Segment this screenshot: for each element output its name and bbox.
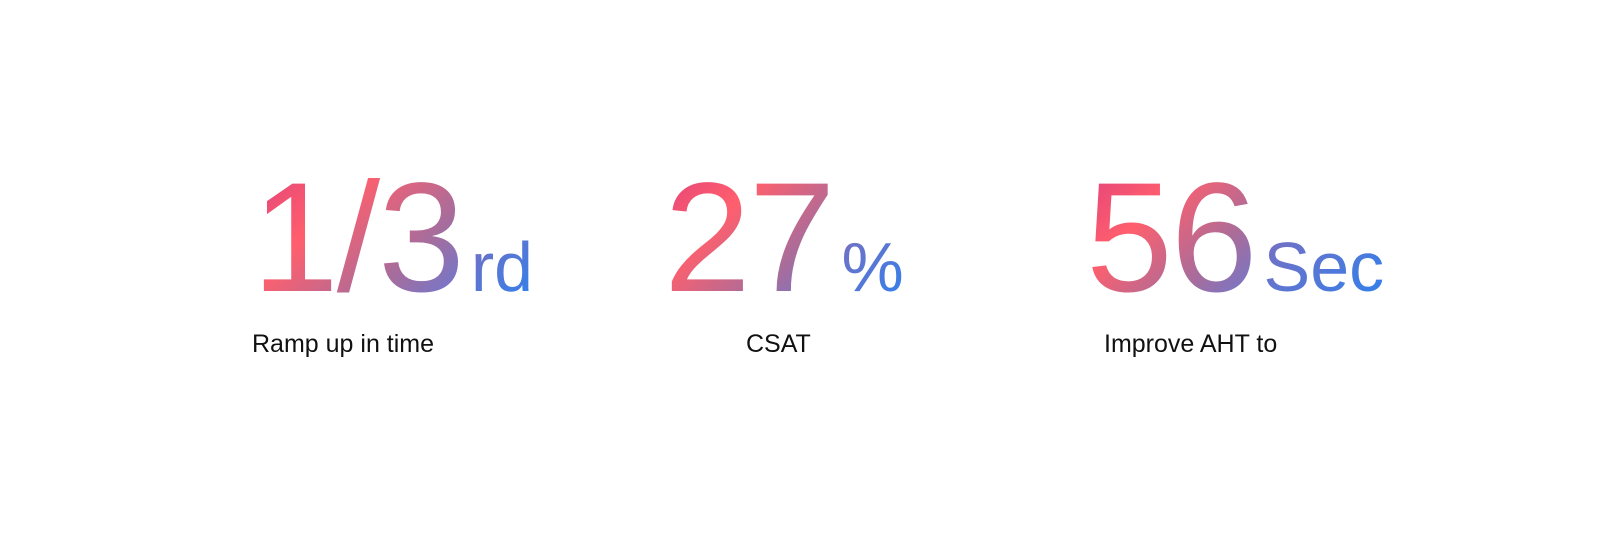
stat-suffix: % (841, 228, 904, 306)
stat-aht: 56 Sec Improve AHT to (1086, 160, 1384, 359)
stat-label: Ramp up in time (252, 330, 435, 358)
stat-label: CSAT (746, 330, 811, 358)
stat-suffix: Sec (1263, 228, 1385, 306)
stat-value: 1/3 (252, 151, 465, 325)
stat-suffix: rd (470, 228, 534, 306)
stat-csat: 27 % CSAT (664, 160, 904, 359)
stat-figure: 1/3 rd (252, 160, 533, 316)
stat-value: 27 (664, 151, 836, 325)
stat-figure: 27 % (664, 160, 904, 316)
stat-ramp-up: 1/3 rd Ramp up in time (252, 160, 533, 359)
stat-value: 56 (1086, 151, 1258, 325)
stat-label: Improve AHT to (1104, 330, 1278, 358)
stat-figure: 56 Sec (1086, 160, 1384, 316)
